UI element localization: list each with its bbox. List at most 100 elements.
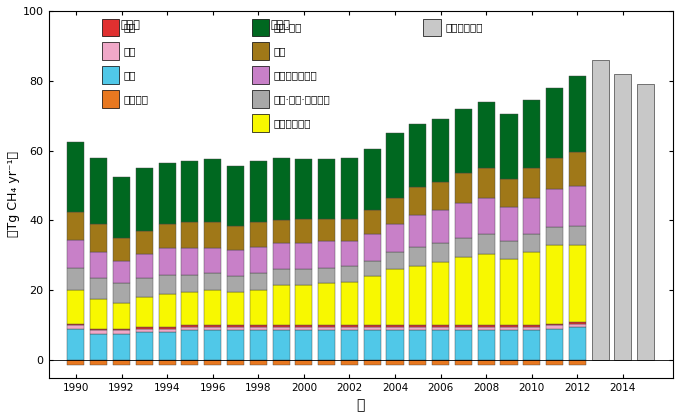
Bar [67, 142, 84, 212]
Bar [318, 219, 335, 241]
Bar [341, 331, 358, 360]
Bar [113, 303, 130, 329]
Bar [182, 360, 199, 365]
Bar [113, 329, 130, 331]
Bar [614, 74, 632, 360]
Bar [318, 360, 335, 365]
Bar [500, 207, 517, 241]
Bar [90, 224, 107, 252]
Bar [318, 327, 335, 331]
Bar [409, 266, 426, 325]
Bar [227, 166, 244, 226]
Bar [204, 222, 221, 248]
Bar [113, 177, 130, 238]
Bar [182, 325, 199, 327]
Bar [409, 360, 426, 365]
Bar [455, 203, 472, 238]
Bar [432, 325, 449, 327]
Bar [455, 109, 472, 173]
Bar [523, 252, 541, 325]
Bar [409, 124, 426, 187]
Bar [423, 18, 441, 36]
Bar [477, 325, 495, 327]
Bar [500, 114, 517, 178]
Bar [568, 226, 586, 245]
Bar [455, 173, 472, 203]
Bar [432, 331, 449, 360]
Bar [158, 294, 175, 327]
Bar [295, 331, 312, 360]
Bar [227, 331, 244, 360]
Bar [568, 323, 586, 327]
Bar [364, 277, 381, 325]
Bar [455, 331, 472, 360]
Text: 人为源: 人为源 [270, 20, 290, 30]
Bar [250, 161, 267, 222]
Bar [432, 119, 449, 182]
Bar [318, 241, 335, 268]
Bar [252, 66, 269, 84]
Text: 合计（估算）: 合计（估算） [445, 23, 483, 32]
Bar [136, 253, 153, 278]
Bar [204, 327, 221, 331]
Text: 白蚁: 白蚁 [124, 46, 136, 56]
Bar [227, 277, 244, 292]
Bar [295, 360, 312, 365]
Bar [102, 66, 119, 84]
Bar [136, 297, 153, 327]
Bar [250, 222, 267, 247]
Bar [102, 42, 119, 60]
Bar [182, 248, 199, 274]
Text: 垃圾及垃圾填埋: 垃圾及垃圾填埋 [273, 70, 317, 80]
Bar [568, 186, 586, 226]
Bar [158, 327, 175, 329]
Bar [568, 322, 586, 323]
Text: 土壤氧化: 土壤氧化 [124, 94, 148, 104]
Bar [432, 182, 449, 210]
Bar [182, 327, 199, 331]
Bar [477, 235, 495, 253]
Bar [546, 228, 563, 245]
Bar [409, 325, 426, 327]
Bar [67, 290, 84, 323]
Bar [500, 360, 517, 365]
Bar [318, 325, 335, 327]
Bar [455, 327, 472, 331]
Bar [477, 168, 495, 198]
Bar [523, 327, 541, 331]
Bar [364, 325, 381, 327]
Bar [158, 163, 175, 224]
Bar [477, 327, 495, 331]
Bar [204, 248, 221, 273]
Bar [102, 90, 119, 108]
Bar [158, 274, 175, 294]
Bar [386, 360, 403, 365]
Bar [67, 329, 84, 360]
Bar [158, 360, 175, 365]
Bar [182, 161, 199, 222]
Bar [318, 268, 335, 283]
Bar [386, 331, 403, 360]
Bar [182, 222, 199, 248]
Bar [364, 235, 381, 261]
Bar [341, 325, 358, 327]
Bar [386, 252, 403, 269]
Bar [523, 235, 541, 252]
Bar [386, 269, 403, 325]
Bar [204, 273, 221, 290]
Bar [500, 327, 517, 331]
Bar [432, 262, 449, 325]
Bar [90, 158, 107, 224]
Bar [227, 250, 244, 277]
Bar [136, 231, 153, 253]
Bar [182, 292, 199, 325]
Bar [341, 241, 358, 266]
Bar [204, 290, 221, 325]
Bar [409, 247, 426, 266]
Bar [295, 325, 312, 327]
Bar [158, 329, 175, 332]
Bar [341, 158, 358, 219]
Bar [273, 331, 290, 360]
Bar [158, 224, 175, 248]
Bar [341, 360, 358, 365]
